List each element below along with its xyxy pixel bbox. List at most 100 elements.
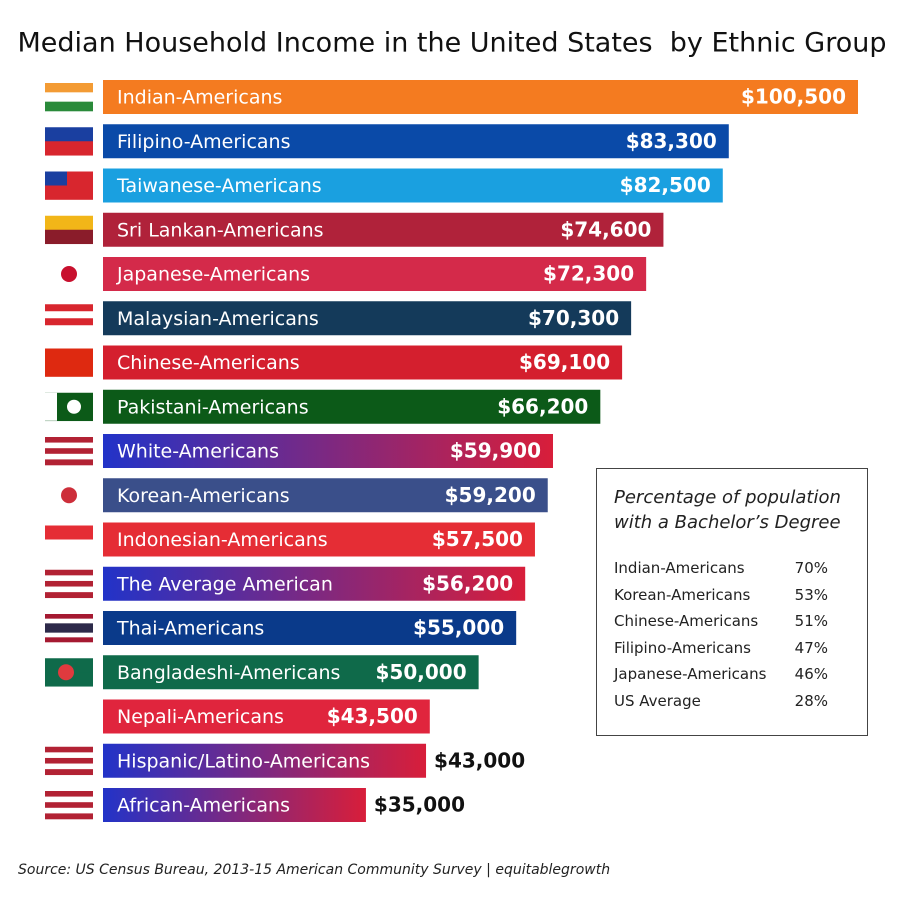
value-label: $69,100 xyxy=(519,350,610,374)
value-label: $56,200 xyxy=(422,571,513,595)
inset-row: Chinese-Americans 51% xyxy=(614,612,828,639)
inset-value: 47% xyxy=(794,638,828,657)
flag-stripe xyxy=(45,539,93,554)
flag-stripe xyxy=(45,171,67,186)
value-label: $82,500 xyxy=(620,173,711,197)
value-label: $43,000 xyxy=(434,748,525,772)
bar-label: African-Americans xyxy=(117,795,290,817)
value-label: $35,000 xyxy=(374,793,465,817)
flag-stripe xyxy=(45,215,93,231)
bar xyxy=(103,566,526,601)
flag-emblem xyxy=(67,399,81,414)
bar xyxy=(103,345,623,380)
flag xyxy=(45,348,93,377)
value-label: $57,500 xyxy=(432,527,523,551)
bar-label: Sri Lankan-Americans xyxy=(117,219,324,241)
flag-stripe xyxy=(45,632,93,638)
flag-stripe xyxy=(45,702,93,717)
bar xyxy=(103,80,858,114)
flag xyxy=(45,171,93,200)
bar-label: Pakistani-Americans xyxy=(117,396,309,418)
flag xyxy=(45,481,93,510)
bar xyxy=(103,522,535,557)
flag-stripe xyxy=(45,127,93,142)
inset-value: 46% xyxy=(794,665,828,684)
flag xyxy=(45,702,93,731)
flag-stripe xyxy=(45,586,93,593)
inset-label: US Average xyxy=(614,691,701,710)
bar-label: Japanese-Americans xyxy=(116,264,310,286)
bar-label: Taiwanese-Americans xyxy=(116,175,322,197)
inset-box: Percentage of population with a Bachelor… xyxy=(596,468,868,736)
bar-label: Bangladeshi-Americans xyxy=(117,662,340,684)
value-label: $43,500 xyxy=(327,704,418,728)
inset-label: Indian-Americans xyxy=(614,559,745,577)
bar xyxy=(103,168,723,203)
inset-value: 51% xyxy=(794,612,828,631)
flag xyxy=(45,215,93,245)
flag xyxy=(45,569,93,599)
bar xyxy=(103,124,729,159)
inset-title: Percentage of population with a Bachelor… xyxy=(614,487,841,533)
flag-stripe xyxy=(45,311,93,319)
inset-row: Japanese-Americans 46% xyxy=(614,665,828,692)
flag-stripe xyxy=(45,592,93,599)
bar xyxy=(103,389,601,424)
flag xyxy=(45,746,93,776)
bar-label: Indonesian-Americans xyxy=(117,529,328,551)
value-label: $59,900 xyxy=(450,439,541,463)
flag xyxy=(45,83,93,112)
value-label: $59,200 xyxy=(445,483,536,507)
value-label: $66,200 xyxy=(497,394,588,418)
chart-title: Median Household Income in the United St… xyxy=(18,28,887,59)
bar-label: Thai-Americans xyxy=(116,618,264,640)
bar-label: Chinese-Americans xyxy=(117,352,300,374)
bar xyxy=(103,743,427,778)
bar xyxy=(103,699,430,734)
flag xyxy=(45,392,93,422)
bar xyxy=(103,301,632,336)
bar xyxy=(103,478,548,513)
bar-label: Filipino-Americans xyxy=(117,131,291,153)
bar-label: The Average American xyxy=(116,573,333,595)
inset-row: US Average 28% xyxy=(614,692,828,719)
flag-stripe xyxy=(45,185,93,200)
flag-stripe xyxy=(45,83,93,93)
bar-label: Malaysian-Americans xyxy=(117,308,319,330)
inset-label: Filipino-Americans xyxy=(614,638,751,657)
flag-stripe xyxy=(45,92,93,102)
value-label: $100,500 xyxy=(741,85,846,109)
flag-stripe xyxy=(45,448,93,455)
flag-stripe xyxy=(45,763,93,770)
inset-label: Japanese-Americans xyxy=(614,665,767,684)
flag-stripe xyxy=(45,437,93,443)
flag-stripe xyxy=(45,769,93,776)
flag-stripe xyxy=(45,453,93,460)
value-label: $72,300 xyxy=(543,262,634,286)
flag-stripe xyxy=(45,325,93,333)
flag xyxy=(45,127,93,156)
flag-stripe xyxy=(45,752,93,759)
bar-label: White-Americans xyxy=(117,441,279,463)
flag-stripe xyxy=(45,392,57,421)
flag-emblem xyxy=(58,664,74,681)
value-label: $83,300 xyxy=(626,129,717,153)
flag-stripe xyxy=(45,229,93,245)
flag xyxy=(45,614,93,643)
flag-stripe xyxy=(45,575,93,582)
flag-stripe xyxy=(45,716,93,731)
flag-stripe xyxy=(45,807,93,814)
flag-stripe xyxy=(45,623,93,629)
inset-label: Korean-Americans xyxy=(614,585,751,604)
flag-stripe xyxy=(45,362,93,377)
inset-value: 53% xyxy=(794,585,828,604)
flag-stripe xyxy=(45,618,93,624)
flag-stripe xyxy=(45,442,93,449)
inset-value: 28% xyxy=(794,691,828,710)
inset-row: Filipino-Americans 47% xyxy=(614,639,828,666)
flag xyxy=(45,791,93,820)
bar xyxy=(103,212,664,247)
flag-stripe xyxy=(45,101,93,112)
